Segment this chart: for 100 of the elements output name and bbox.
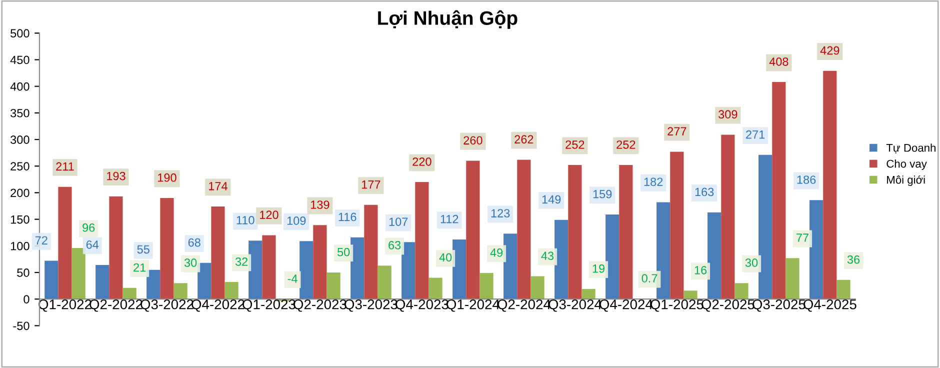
bar <box>656 202 670 300</box>
bar <box>504 234 518 300</box>
bar <box>684 290 698 300</box>
bar <box>772 82 786 300</box>
data-label: 40 <box>439 253 452 262</box>
bar <box>350 237 364 300</box>
data-label: 408 <box>769 57 788 66</box>
data-label: 110 <box>236 216 254 224</box>
data-label: 96 <box>82 223 95 232</box>
bar <box>248 240 262 300</box>
data-label: 429 <box>820 46 840 55</box>
bar <box>364 204 378 300</box>
bar <box>96 265 110 300</box>
bar <box>758 154 772 300</box>
data-label: 64 <box>86 240 99 249</box>
data-label: 30 <box>184 258 197 267</box>
data-label: 159 <box>593 190 612 198</box>
data-label: 186 <box>797 176 816 184</box>
x-tick-label: Q2-2022 <box>90 299 142 312</box>
x-tick-label: Q4-2023 <box>396 299 448 312</box>
x-tick-label: Q1-2023 <box>242 299 296 312</box>
data-label: 50 <box>337 248 350 256</box>
y-tick-label: 100 <box>10 242 30 250</box>
bar <box>606 214 620 300</box>
legend-label: Môi giới <box>887 175 925 186</box>
data-label: 252 <box>566 140 584 149</box>
y-tick-label: 450 <box>10 56 30 64</box>
bar <box>174 283 188 300</box>
legend-label: Cho vay <box>886 160 927 170</box>
y-tick-label: 350 <box>10 108 30 118</box>
data-label: 112 <box>440 214 458 224</box>
data-label: 211 <box>56 162 74 171</box>
data-label: 271 <box>746 130 765 139</box>
data-label: 109 <box>287 216 306 225</box>
bar <box>122 288 136 300</box>
x-tick-label: Q4-2025 <box>804 299 856 312</box>
bar <box>58 186 72 300</box>
legend-label: Tự Doanh <box>886 144 936 154</box>
y-tick-label: 150 <box>10 215 30 224</box>
data-label: -4 <box>288 274 298 283</box>
bar <box>72 248 86 300</box>
y-tick-label: -50 <box>13 322 30 330</box>
bar <box>109 196 123 300</box>
bar <box>554 220 568 300</box>
bar <box>721 134 735 300</box>
bar <box>160 198 174 300</box>
bar <box>224 282 238 300</box>
data-label: 32 <box>235 257 248 266</box>
data-label: 260 <box>464 136 482 145</box>
data-label: 163 <box>695 188 714 196</box>
data-label: 49 <box>490 248 503 257</box>
data-label: 252 <box>616 140 636 149</box>
x-tick-label: Q2-2024 <box>498 299 551 312</box>
data-label: 123 <box>491 209 510 218</box>
data-label: 193 <box>107 172 126 180</box>
data-label: 220 <box>412 157 432 166</box>
y-tick-label: 250 <box>10 162 30 170</box>
data-label: 116 <box>338 212 356 222</box>
x-tick-label: Q2-2023 <box>294 299 346 312</box>
bar <box>262 235 276 300</box>
data-label: 149 <box>542 195 561 204</box>
bar <box>378 266 392 300</box>
data-label: 177 <box>362 180 380 189</box>
bar <box>823 70 837 300</box>
bar <box>326 272 340 300</box>
x-tick-label: Q3-2023 <box>344 299 398 312</box>
bar <box>582 288 596 300</box>
x-tick-label: Q4-2024 <box>600 299 653 312</box>
data-label: 262 <box>514 135 534 144</box>
bar <box>452 240 466 300</box>
bar <box>198 262 212 300</box>
bar <box>836 280 850 300</box>
data-label: 174 <box>209 182 228 190</box>
data-label: 0.7 <box>642 274 658 282</box>
x-tick-label: Q4-2022 <box>192 299 244 312</box>
bar <box>402 242 416 300</box>
y-tick-label: 300 <box>10 136 30 144</box>
data-label: 139 <box>311 200 330 209</box>
bar <box>708 212 722 300</box>
data-label: 36 <box>847 255 860 264</box>
x-tick-label: Q2-2025 <box>702 299 754 312</box>
x-tick-label: Q3-2025 <box>752 299 806 312</box>
bar <box>517 160 531 300</box>
bar <box>480 273 494 300</box>
data-label: 63 <box>388 240 401 250</box>
data-label: 107 <box>389 218 408 226</box>
data-label: 43 <box>541 252 554 260</box>
bar <box>810 200 824 300</box>
bar <box>428 278 442 300</box>
y-tick-label: 400 <box>10 82 30 91</box>
data-label: 277 <box>668 127 686 136</box>
data-label: 55 <box>137 245 150 254</box>
bar <box>44 260 58 300</box>
y-tick-label: 0 <box>24 295 30 304</box>
bar <box>146 270 160 300</box>
data-label: 309 <box>718 110 738 118</box>
data-label: 68 <box>188 238 200 247</box>
chart-title: Lợi Nhuận Gộp <box>378 10 518 29</box>
y-tick-label: 500 <box>10 29 30 38</box>
bar <box>415 182 429 300</box>
